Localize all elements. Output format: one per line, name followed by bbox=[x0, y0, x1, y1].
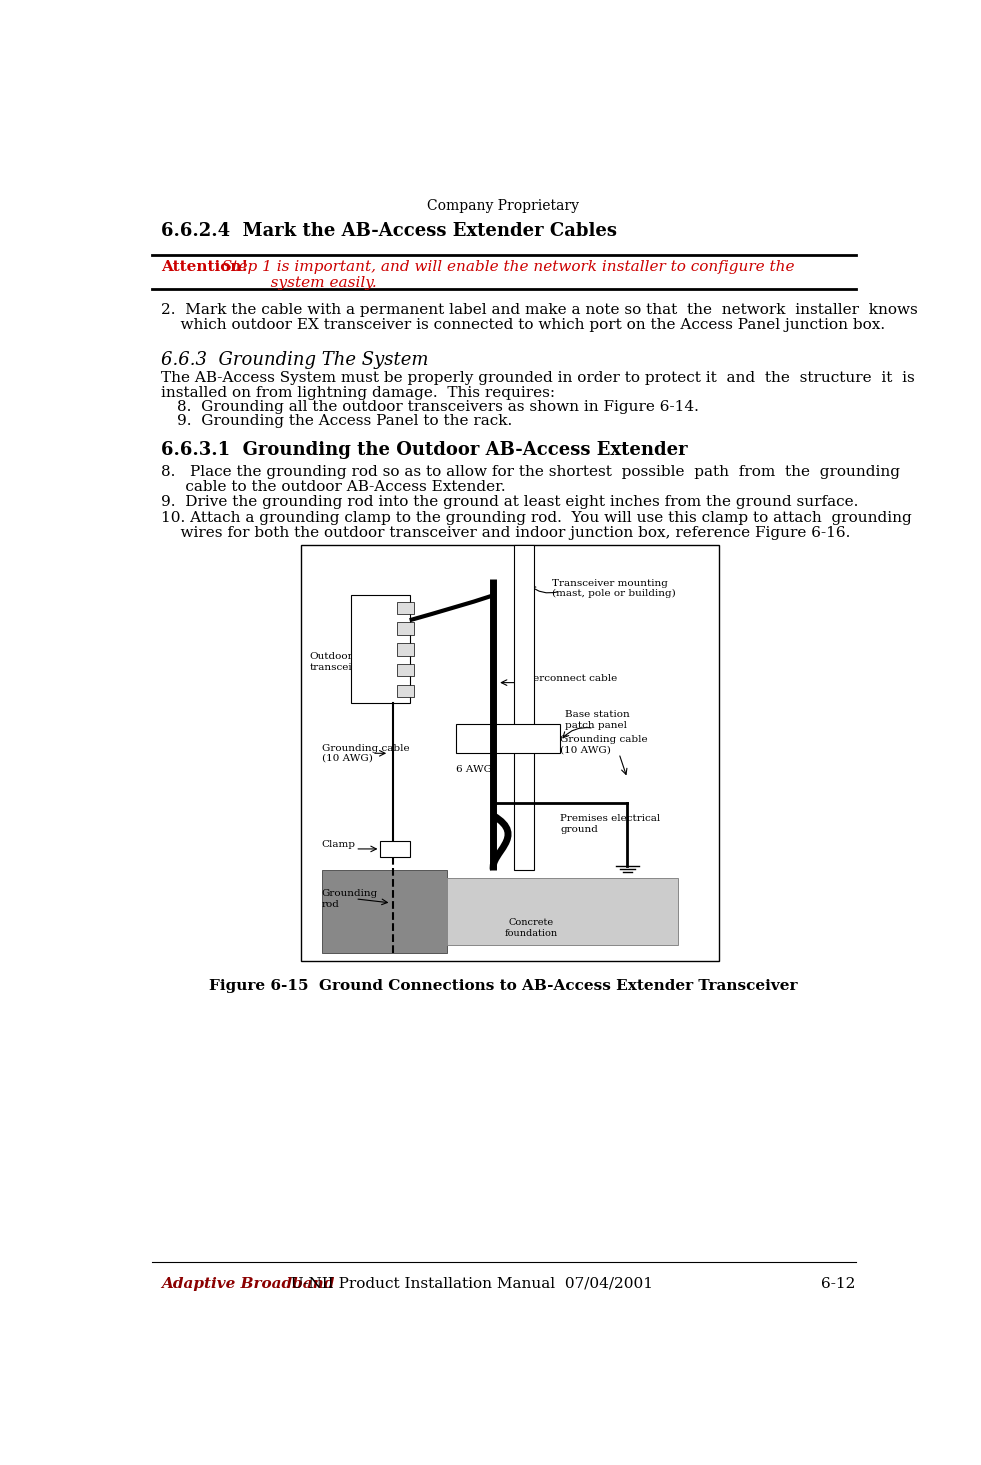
Text: cable to the outdoor AB-Access Extender.: cable to the outdoor AB-Access Extender. bbox=[162, 481, 506, 494]
Text: Grounding
rod: Grounding rod bbox=[322, 889, 378, 908]
Text: Clamp: Clamp bbox=[322, 841, 356, 850]
Text: 8.  Grounding all the outdoor transceivers as shown in Figure 6-14.: 8. Grounding all the outdoor transceiver… bbox=[177, 400, 698, 415]
Text: Transceiver mounting
(mast, pole or building): Transceiver mounting (mast, pole or buil… bbox=[552, 579, 676, 598]
Bar bbox=[447, 878, 678, 945]
Bar bbox=[381, 841, 410, 857]
Bar bbox=[322, 870, 447, 952]
Bar bbox=[514, 545, 535, 870]
Text: 6-12: 6-12 bbox=[821, 1277, 855, 1291]
Text: Grounding cable
(10 AWG): Grounding cable (10 AWG) bbox=[560, 735, 648, 754]
Text: Adaptive Broadband: Adaptive Broadband bbox=[162, 1277, 335, 1291]
Bar bbox=[397, 684, 414, 697]
Bar bbox=[456, 724, 560, 753]
Text: system easily.: system easily. bbox=[217, 275, 377, 290]
Text: Interconnect cable: Interconnect cable bbox=[519, 674, 618, 683]
Bar bbox=[301, 545, 719, 961]
Bar bbox=[397, 664, 414, 677]
Text: 6 AWG: 6 AWG bbox=[456, 765, 491, 775]
Text: Concrete
foundation: Concrete foundation bbox=[504, 919, 557, 938]
Text: 2.  Mark the cable with a permanent label and make a note so that  the  network : 2. Mark the cable with a permanent label… bbox=[162, 303, 918, 316]
Text: Outdoor
transceiver: Outdoor transceiver bbox=[309, 652, 369, 671]
Bar bbox=[351, 595, 410, 703]
Text: which outdoor EX transceiver is connected to which port on the Access Panel junc: which outdoor EX transceiver is connecte… bbox=[162, 318, 886, 333]
Text: Step 1 is important, and will enable the network installer to configure the: Step 1 is important, and will enable the… bbox=[217, 259, 795, 274]
Text: 6.6.3  Grounding The System: 6.6.3 Grounding The System bbox=[162, 350, 429, 369]
Bar bbox=[397, 643, 414, 655]
Text: Base station
patch panel: Base station patch panel bbox=[564, 711, 629, 730]
Text: 8.   Place the grounding rod so as to allow for the shortest  possible  path  fr: 8. Place the grounding rod so as to allo… bbox=[162, 464, 901, 479]
Text: U-NII Product Installation Manual  07/04/2001: U-NII Product Installation Manual 07/04/… bbox=[282, 1277, 653, 1291]
Text: 6.6.2.4  Mark the AB-Access Extender Cables: 6.6.2.4 Mark the AB-Access Extender Cabl… bbox=[162, 223, 617, 240]
Text: 10. Attach a grounding clamp to the grounding rod.  You will use this clamp to a: 10. Attach a grounding clamp to the grou… bbox=[162, 511, 912, 524]
Text: 9.  Grounding the Access Panel to the rack.: 9. Grounding the Access Panel to the rac… bbox=[177, 415, 512, 428]
Text: Premises electrical
ground: Premises electrical ground bbox=[560, 815, 660, 834]
Text: 9.  Drive the grounding rod into the ground at least eight inches from the groun: 9. Drive the grounding rod into the grou… bbox=[162, 495, 858, 510]
Bar bbox=[397, 623, 414, 634]
Text: Grounding cable
(10 AWG): Grounding cable (10 AWG) bbox=[322, 744, 409, 763]
Bar bbox=[397, 602, 414, 614]
Text: Figure 6-15  Ground Connections to AB-Access Extender Transceiver: Figure 6-15 Ground Connections to AB-Acc… bbox=[209, 979, 797, 993]
Text: 6.6.3.1  Grounding the Outdoor AB-Access Extender: 6.6.3.1 Grounding the Outdoor AB-Access … bbox=[162, 441, 688, 460]
Text: Attention!: Attention! bbox=[162, 259, 248, 274]
Text: Company Proprietary: Company Proprietary bbox=[427, 199, 579, 212]
Text: wires for both the outdoor transceiver and indoor junction box, reference Figure: wires for both the outdoor transceiver a… bbox=[162, 526, 851, 541]
Text: installed on from lightning damage.  This requires:: installed on from lightning damage. This… bbox=[162, 385, 555, 400]
Text: The AB-Access System must be properly grounded in order to protect it  and  the : The AB-Access System must be properly gr… bbox=[162, 371, 915, 385]
